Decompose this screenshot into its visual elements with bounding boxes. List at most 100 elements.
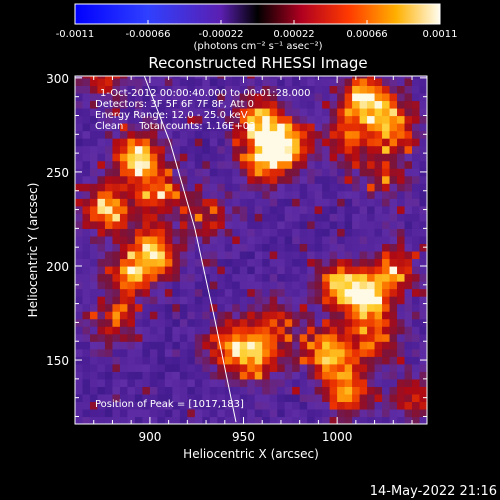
heatmap-pixel [82,356,91,365]
heatmap-pixel [127,258,136,267]
heatmap-pixel [209,77,218,86]
heatmap-pixel [149,258,158,267]
heatmap-pixel [284,326,293,335]
heatmap-pixel [149,333,158,342]
heatmap-pixel [112,356,121,365]
heatmap-pixel [352,341,361,350]
heatmap-pixel [157,100,166,109]
heatmap-pixel [97,213,106,222]
heatmap-pixel [307,363,316,372]
heatmap-pixel [262,205,271,214]
heatmap-pixel [352,303,361,312]
heatmap-pixel [149,378,158,387]
heatmap-pixel [254,243,263,252]
heatmap-pixel [149,228,158,237]
heatmap-pixel [307,213,316,222]
heatmap-pixel [217,401,226,410]
heatmap-pixel [292,213,301,222]
annotation-detectors: Detectors: 3F 5F 6F 7F 8F, Att 0 [95,99,254,110]
heatmap-pixel [359,273,368,282]
heatmap-pixel [127,175,136,184]
heatmap-pixel [254,288,263,297]
heatmap-pixel [262,235,271,245]
heatmap-pixel [269,205,278,214]
heatmap-pixel [97,115,106,124]
heatmap-pixel [269,258,278,267]
heatmap-pixel [202,213,211,222]
heatmap-pixel [344,76,353,79]
heatmap-pixel [119,107,129,117]
heatmap-pixel [404,85,413,94]
heatmap-pixel [224,205,233,214]
y-tick-label: 200 [46,260,69,274]
heatmap-pixel [299,235,308,245]
heatmap-pixel [367,243,376,252]
heatmap-pixel [149,273,158,282]
heatmap-pixel [412,115,421,124]
heatmap-pixel [149,100,158,109]
heatmap-pixel [397,123,406,132]
heatmap-pixel [75,296,84,305]
heatmap-pixel [389,168,398,177]
heatmap-pixel [202,386,211,395]
heatmap-pixel [397,341,406,350]
heatmap-pixel [164,205,173,214]
heatmap-pixel [134,401,143,410]
heatmap-pixel [299,76,308,79]
heatmap-pixel [382,288,391,297]
heatmap-pixel [352,92,361,102]
heatmap-pixel [164,235,173,245]
heatmap-pixel [75,408,84,418]
heatmap-pixel [202,318,211,327]
heatmap-pixel [112,123,121,132]
heatmap-pixel [352,205,361,214]
heatmap-pixel [209,228,218,237]
heatmap-pixel [269,235,278,245]
heatmap-pixel [89,138,99,147]
heatmap-pixel [127,205,136,214]
heatmap-pixel [89,100,99,109]
heatmap-pixel [292,401,301,410]
heatmap-pixel [232,160,241,169]
heatmap-pixel [164,92,173,102]
heatmap-pixel [262,243,271,252]
heatmap-pixel [247,401,256,410]
heatmap-pixel [119,138,129,147]
heatmap-pixel [299,408,308,418]
heatmap-pixel [112,92,121,102]
heatmap-pixel [374,386,383,395]
heatmap-pixel [314,401,323,410]
heatmap-pixel [352,401,361,410]
heatmap-pixel [209,273,218,282]
heatmap-pixel [112,205,121,214]
heatmap-pixel [359,288,368,297]
heatmap-pixel [389,235,398,245]
heatmap-pixel [337,168,346,177]
heatmap-pixel [217,273,226,282]
heatmap-pixel [142,393,151,403]
heatmap-pixel [142,92,151,102]
heatmap-pixel [254,348,263,357]
heatmap-pixel [352,348,361,357]
heatmap-pixel [127,100,136,109]
heatmap-pixel [382,145,391,154]
heatmap-pixel [307,100,316,109]
heatmap-pixel [389,311,398,320]
heatmap-pixel [134,235,143,245]
heatmap-pixel [247,85,256,94]
heatmap-pixel [157,107,166,117]
heatmap-pixel [119,378,129,387]
heatmap-pixel [382,85,391,94]
heatmap-pixel [344,356,353,365]
heatmap-pixel [404,250,413,260]
heatmap-pixel [337,348,346,357]
heatmap-pixel [262,107,271,117]
heatmap-pixel [247,386,256,395]
heatmap-pixel [112,296,121,305]
heatmap-pixel [262,228,271,237]
heatmap-pixel [164,85,173,94]
heatmap-pixel [419,386,427,395]
heatmap-pixel [127,281,136,290]
heatmap-pixel [419,115,427,124]
heatmap-pixel [202,115,211,124]
